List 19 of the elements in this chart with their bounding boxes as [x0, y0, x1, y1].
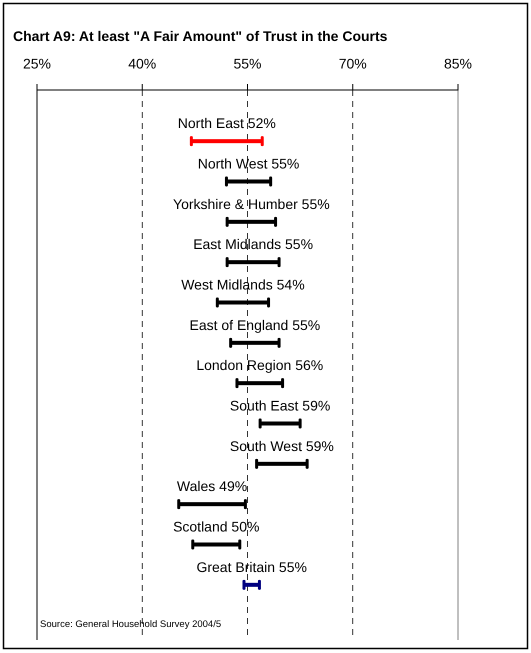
y-tick-label: South East 59%	[230, 398, 330, 414]
annotation: Source: General Household Survey 2004/5	[40, 619, 222, 630]
x-tick-label: 85%	[444, 55, 472, 72]
y-tick-label: South West 59%	[230, 438, 334, 454]
y-tick-label: Yorkshire & Humber 55%	[173, 196, 330, 212]
y-tick-label: Great Britain 55%	[196, 558, 307, 575]
y-tick-label: West Midlands 54%	[181, 276, 305, 292]
x-tick-label: 25%	[22, 55, 52, 72]
y-tick-label: Wales 49%	[176, 478, 248, 494]
x-tick-label: 70%	[338, 55, 367, 72]
y-tick-label: Scotland 50%	[173, 518, 260, 534]
y-tick-label: East Midlands 55%	[193, 236, 314, 252]
y-tick-label: North West 55%	[198, 156, 300, 172]
chart-title: Chart A9: At least "A Fair Amount" of Trust in the Courts	[13, 28, 388, 44]
y-tick-label: London Region 56%	[196, 357, 324, 374]
x-tick-label: 55%	[233, 55, 262, 72]
y-tick-label: East of England 55%	[189, 316, 320, 333]
x-tick-label: 40%	[128, 55, 156, 72]
y-tick-label: North East 52%	[178, 115, 276, 132]
